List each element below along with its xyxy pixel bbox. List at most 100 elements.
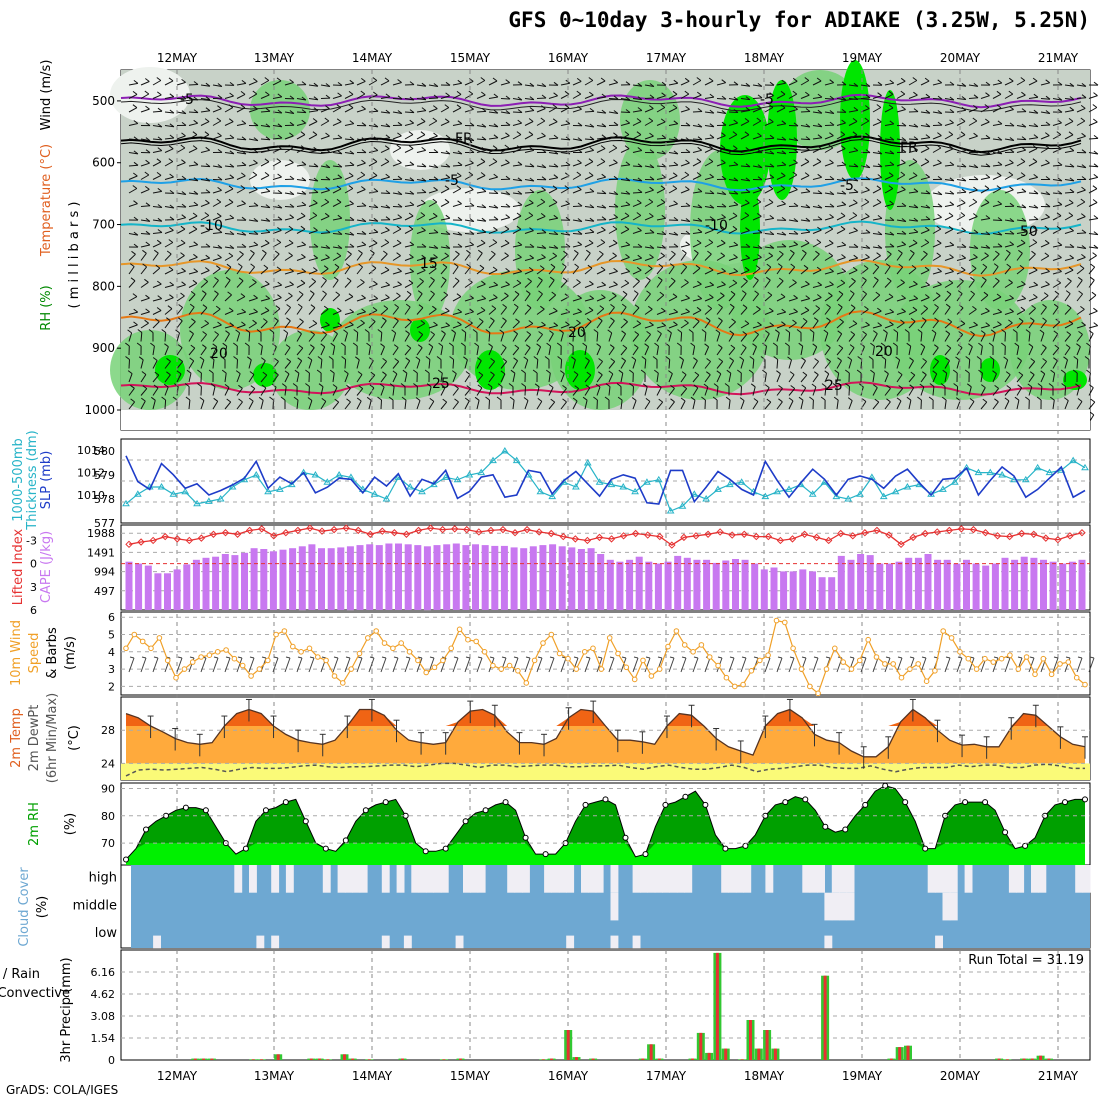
wind-barb-flag xyxy=(832,383,838,387)
wind-barb-flag xyxy=(173,383,179,388)
wind-barb xyxy=(1064,230,1074,234)
wind-barb xyxy=(152,374,160,383)
wind-barb xyxy=(1040,332,1045,342)
wind-barb-flag xyxy=(660,307,666,312)
wind-barb-flag xyxy=(336,185,342,190)
wind-barb-flag xyxy=(1031,304,1036,309)
wind-barb xyxy=(1052,321,1061,329)
wind-barb xyxy=(896,138,906,141)
rh-high-blob xyxy=(980,358,1000,382)
wind-barb-flag xyxy=(305,369,310,374)
wind-barb-flag xyxy=(884,370,889,375)
wind-barb-flag xyxy=(240,91,246,95)
lifted-tick: 0 xyxy=(30,558,37,571)
wind-barb-flag xyxy=(829,191,835,195)
wind-barb-flag xyxy=(1092,252,1097,257)
wind-barb xyxy=(884,123,894,126)
wind-barb xyxy=(812,242,822,248)
wind10-barb-flag xyxy=(489,656,495,659)
wind-barb xyxy=(536,120,546,126)
wind-barb xyxy=(344,82,354,86)
wind-barb xyxy=(1076,401,1083,410)
wind-barb-flag xyxy=(384,266,390,271)
wind-barb xyxy=(368,283,378,288)
wind-barb-flag xyxy=(649,149,655,154)
wind10-point xyxy=(798,666,805,672)
wind-barb xyxy=(944,293,952,302)
wind-barb-flag xyxy=(253,217,259,222)
wind-barb-flag xyxy=(409,253,414,258)
wind-barb xyxy=(260,242,270,248)
wind-barb xyxy=(560,373,565,383)
wind-barb xyxy=(896,388,904,396)
wind-barb-flag xyxy=(817,281,823,286)
wind-barb-flag xyxy=(288,225,294,230)
wind-barb-flag xyxy=(150,342,155,347)
wind-barb-flag xyxy=(241,150,247,155)
cape-bar xyxy=(703,559,711,610)
wind-barb xyxy=(884,401,891,410)
wind-barb-flag xyxy=(840,131,846,136)
wind-barb-flag xyxy=(553,322,559,327)
wind-barb xyxy=(1016,94,1026,99)
wind-barb-flag xyxy=(636,320,642,325)
wind-barb-flag xyxy=(408,212,414,217)
wind-barb xyxy=(644,201,654,207)
wind-barb-flag xyxy=(817,93,823,98)
wind-barb-flag xyxy=(323,265,329,270)
wind-barb xyxy=(992,401,999,410)
wind-barb-flag xyxy=(793,294,798,299)
wind-barb xyxy=(596,297,606,302)
wind-barb xyxy=(152,387,159,396)
wind-barb-flag xyxy=(696,77,702,81)
wind-barb xyxy=(1040,271,1050,275)
wind-barb-flag xyxy=(505,281,510,286)
wind-barb-flag xyxy=(385,294,390,299)
contour-label: -10 xyxy=(705,218,728,234)
wind-barb-flag xyxy=(685,218,691,222)
wind-barb-flag xyxy=(605,383,611,388)
wind-barb-flag xyxy=(301,177,307,182)
wind-barb xyxy=(488,161,498,167)
wind-barb xyxy=(716,242,726,248)
wind10-point xyxy=(1065,659,1072,665)
wind-barb xyxy=(1088,325,1098,329)
wind-barb xyxy=(824,98,835,100)
wind-barb-flag xyxy=(433,132,438,137)
wind-barb xyxy=(728,293,736,302)
wind-barb xyxy=(776,123,786,126)
wind-barb xyxy=(1088,152,1098,155)
wind-barb xyxy=(548,152,558,155)
wind-barb xyxy=(140,297,150,302)
wind-barb xyxy=(872,177,882,180)
wind10-barb xyxy=(416,657,423,673)
wind-barb xyxy=(740,334,748,342)
wind-barb xyxy=(380,346,385,356)
wind-barb-flag xyxy=(385,134,391,139)
wind-barb xyxy=(992,324,1002,329)
wind-barb xyxy=(956,150,966,153)
lifted-index-point xyxy=(390,529,399,537)
wind-barb-flag xyxy=(972,105,978,109)
wind-barb-flag xyxy=(645,397,651,402)
wind-barb xyxy=(512,282,522,288)
wind-barb xyxy=(932,111,942,114)
wind-barb-flag xyxy=(361,241,367,246)
wind-barb-flag xyxy=(373,147,379,151)
wind-barb-flag xyxy=(577,230,583,235)
wind-barb-flag xyxy=(377,329,383,333)
wind-barb xyxy=(464,281,473,288)
wind-barb-flag xyxy=(523,397,529,401)
wind-barb xyxy=(332,201,342,207)
wind-barb-flag xyxy=(949,241,955,246)
wind-barb xyxy=(332,373,335,383)
wind-barb xyxy=(668,188,678,194)
wind-barb-flag xyxy=(1093,163,1099,168)
wind-barb xyxy=(944,192,954,195)
wind-barb xyxy=(668,388,675,396)
wind-barb xyxy=(344,93,354,99)
wind-barb xyxy=(560,188,570,194)
wind-barb-flag xyxy=(361,159,366,164)
wind-barb-flag xyxy=(569,329,574,333)
wind-barb-flag xyxy=(181,214,186,219)
